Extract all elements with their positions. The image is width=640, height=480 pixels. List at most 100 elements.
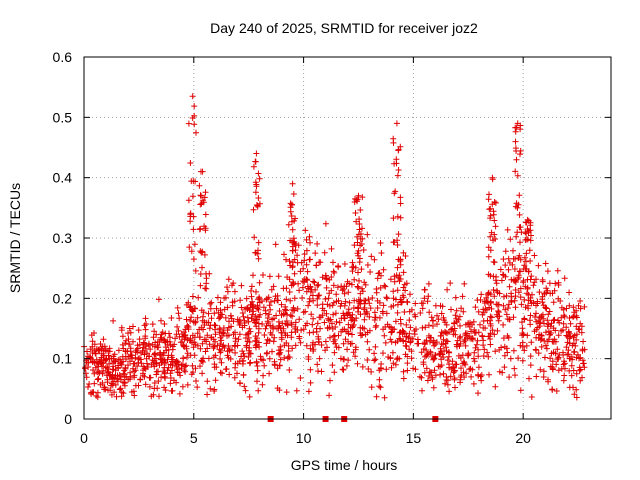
- data-point: [331, 349, 338, 356]
- data-point: [452, 294, 459, 301]
- data-point: [193, 129, 199, 136]
- data-point: [305, 302, 312, 309]
- data-point: [407, 339, 414, 346]
- data-point: [232, 335, 239, 342]
- data-point: [289, 180, 296, 187]
- data-point: [186, 304, 193, 311]
- data-point: [346, 299, 353, 306]
- data-point: [283, 389, 290, 396]
- data-point: [539, 299, 546, 306]
- data-point: [110, 363, 117, 370]
- data-point: [530, 282, 537, 289]
- data-point: [375, 270, 382, 277]
- data-point: [403, 343, 410, 350]
- data-point: [397, 296, 404, 303]
- data-point: [310, 297, 317, 304]
- data-point: [251, 316, 258, 323]
- data-point: [550, 317, 557, 324]
- data-point: [515, 272, 522, 279]
- data-point: [225, 276, 232, 283]
- data-point: [449, 364, 456, 371]
- data-point: [130, 360, 137, 367]
- data-point: [199, 370, 206, 377]
- data-point: [440, 336, 447, 343]
- data-point: [187, 218, 194, 225]
- data-point: [457, 322, 463, 329]
- data-point: [270, 283, 277, 290]
- data-point: [432, 352, 439, 359]
- data-point: [339, 326, 346, 333]
- data-point: [339, 287, 346, 294]
- data-point: [145, 341, 152, 348]
- data-point: [502, 248, 509, 255]
- data-point: [324, 325, 331, 332]
- data-point: [292, 242, 299, 249]
- data-point: [191, 305, 198, 312]
- data-point: [411, 331, 418, 338]
- data-point: [487, 330, 494, 337]
- data-point: [282, 332, 289, 339]
- data-point: [272, 293, 279, 300]
- data-point: [571, 348, 578, 355]
- data-point: [352, 344, 359, 351]
- data-point: [446, 329, 452, 336]
- data-point: [391, 160, 398, 167]
- data-point: [487, 313, 494, 320]
- data-point: [192, 319, 199, 326]
- data-point: [316, 355, 323, 362]
- data-point: [212, 322, 219, 329]
- data-point: [336, 319, 343, 326]
- data-point: [345, 357, 352, 364]
- data-point: [218, 359, 225, 366]
- data-point: [556, 319, 563, 326]
- data-point: [510, 347, 517, 354]
- data-point: [383, 294, 390, 301]
- data-point: [446, 349, 453, 356]
- data-point: [506, 259, 513, 266]
- data-point: [442, 340, 449, 347]
- data-point: [297, 339, 304, 346]
- data-point: [314, 240, 321, 247]
- data-point: [433, 339, 440, 346]
- data-point: [309, 292, 316, 299]
- data-point: [396, 329, 403, 336]
- data-point: [176, 315, 183, 322]
- data-point: [563, 305, 570, 312]
- data-point: [408, 348, 415, 355]
- data-point: [542, 354, 548, 361]
- data-point: [342, 336, 349, 343]
- data-point: [164, 338, 171, 345]
- data-point: [283, 307, 289, 314]
- data-point: [522, 283, 529, 290]
- data-point: [286, 289, 293, 295]
- data-point: [393, 356, 400, 363]
- data-point: [255, 239, 262, 246]
- data-point: [212, 377, 219, 384]
- data-point: [326, 392, 333, 399]
- data-point: [247, 350, 254, 357]
- data-point: [397, 200, 404, 207]
- data-point: [493, 311, 500, 318]
- data-point: [413, 326, 419, 333]
- data-point: [95, 375, 102, 382]
- data-point: [402, 342, 409, 349]
- data-point: [553, 361, 560, 368]
- data-point: [300, 265, 307, 272]
- data-point: [256, 175, 263, 182]
- data-point: [94, 369, 101, 376]
- data-point: [341, 356, 348, 363]
- data-point: [91, 330, 97, 336]
- data-point: [425, 351, 431, 358]
- data-point: [184, 381, 191, 388]
- y-axis-ticks: 0 0.1 0.2 0.3 0.4 0.5 0.6: [53, 49, 611, 427]
- data-point: [174, 323, 181, 330]
- data-point: [555, 332, 562, 339]
- data-point: [540, 302, 547, 309]
- data-point: [339, 366, 346, 373]
- data-point: [420, 359, 427, 366]
- data-point: [318, 342, 325, 348]
- data-point: [307, 366, 314, 373]
- data-point: [431, 367, 438, 374]
- data-point: [176, 390, 183, 397]
